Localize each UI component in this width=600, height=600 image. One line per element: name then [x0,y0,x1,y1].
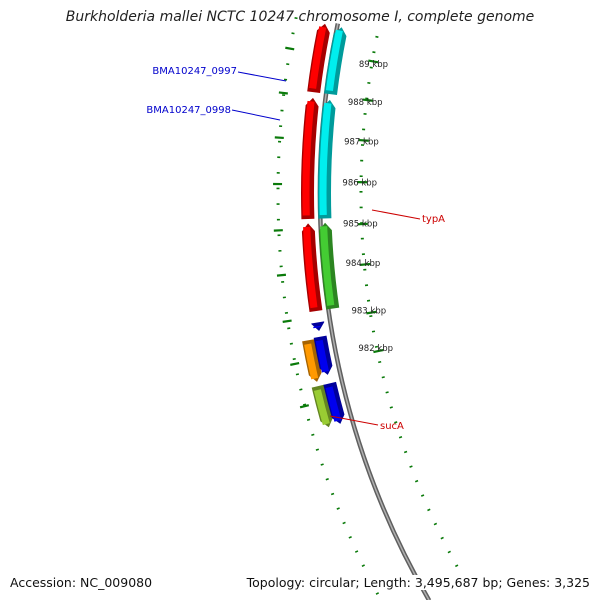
gene-lower-cyan-gene-highlight [325,29,343,91]
kbp-tick-mark [358,138,369,142]
gene-sucA-highlight [319,102,332,216]
gene-upper-blue-gene-highlight [325,386,342,422]
gene-olive-gene [311,384,333,428]
kbp-tick-label: 987 kbp [344,137,379,147]
minor-tick-dots [276,14,466,600]
gene-lower-red-gene [307,23,330,93]
kbp-tick-mark [373,348,384,354]
gene-label-leader [329,415,379,426]
gene-labels: BMA10247_0997 BMA10247_0998 typA sucA [146,66,445,432]
gene-label-text: BMA10247_0997 [152,66,237,77]
gene-sucA-red [301,97,319,220]
outer-tick-mark [282,319,292,323]
kbp-tick-mark [362,98,373,102]
gene-typA-red-highlight [303,226,318,309]
outer-tick-mark [276,273,287,277]
outer-tick-mark [274,136,284,140]
gene-orange-gene-highlight [304,343,319,380]
gene-BMA10247_0997 [313,335,333,375]
gene-label-leader [371,209,421,220]
kbp-tick-mark [366,310,377,315]
outer-tick-mark [299,404,310,409]
gene-label-text: BMA10247_0998 [146,105,231,116]
kbp-tick-label: 988 kbp [348,98,383,108]
kbp-tick-label: 984 kbp [346,259,381,269]
gene-sucA [318,99,336,219]
kbp-tick-label: 983 kbp [351,306,386,316]
outer-tick-mark [285,46,295,51]
gene-label-text: sucA [380,421,404,432]
kbp-tick-label: 982 kbp [358,344,393,354]
gene-label-leader [237,71,287,82]
gene-BMA10247_0997-highlight [315,339,329,373]
topology-text: Topology: circular; Length: 3,495,687 bp… [244,575,592,590]
kbp-tick-mark [360,262,371,266]
map-title: Burkholderia mallei NCTC 10247 chromosom… [65,9,535,25]
gene-sucA-red-highlight [302,100,315,216]
genes-layer [301,23,347,428]
kbp-tick-label: 89 kbp [359,60,388,70]
kbp-ticks: 982 kbp 983 kbp 984 kbp 985 kbp 986 kbp 987 k… [273,46,393,409]
gene-typA [318,222,340,310]
gene-lower-red-gene-highlight [309,26,327,89]
outer-tick-mark [278,91,288,95]
inner-dot-ring [359,31,466,581]
kbp-tick-mark [368,59,379,64]
gene-label-text: typA [422,214,445,225]
kbp-tick-label: 985 kbp [343,219,378,229]
gene-label-leader [231,109,281,121]
gene-typA-red [301,223,323,312]
gene-olive-gene-highlight [313,389,330,426]
kbp-tick-label: 986 kbp [342,178,377,188]
accession-text: Accession: NC_009080 [8,575,155,590]
outer-tick-mark [290,361,300,366]
gene-typA-highlight [320,226,335,306]
gene-lower-cyan-gene [324,27,347,96]
gene-upper-blue-gene [323,381,345,424]
gene-BMA10247_0998 [311,321,325,332]
